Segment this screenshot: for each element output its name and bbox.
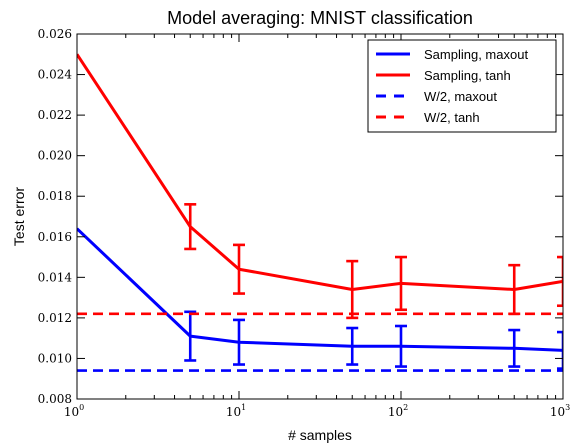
y-tick-label: 0.010 — [38, 351, 72, 365]
y-tick-label: 0.018 — [38, 189, 72, 203]
legend-label: Sampling, maxout — [424, 47, 528, 62]
legend-item: W/2, maxout — [376, 89, 497, 104]
legend-label: W/2, tanh — [424, 110, 480, 125]
legend-item: Sampling, tanh — [376, 68, 511, 83]
y-tick-label: 0.012 — [38, 311, 72, 325]
legend-label: Sampling, tanh — [424, 68, 511, 83]
x-tick-label: 101 — [226, 403, 246, 419]
error-bar — [184, 203, 197, 251]
x-axis: 100 101 102 103 — [64, 34, 570, 419]
error-bar — [346, 326, 359, 366]
y-tick-label: 0.014 — [38, 270, 73, 284]
series-1 — [77, 227, 563, 370]
x-tick-label: 102 — [388, 403, 408, 419]
legend-item: W/2, tanh — [376, 110, 480, 125]
y-tick-label: 0.022 — [38, 108, 72, 122]
error-bar — [508, 328, 521, 368]
legend: Sampling, maxout Sampling, tanh W/2, maxou… — [367, 39, 557, 133]
error-bar — [184, 310, 197, 362]
plot-frame — [76, 33, 564, 400]
y-tick-label: 0.008 — [38, 392, 72, 406]
y-tick-label: 0.024 — [38, 68, 73, 82]
error-bar — [557, 255, 563, 308]
error-bar — [233, 243, 245, 295]
y-tick-label: 0.016 — [38, 230, 72, 244]
chart-title: Model averaging: MNIST classification — [167, 8, 473, 28]
y-axis: 0.008 0.010 0.012 0.014 0.016 0.018 0.020 0.022… — [38, 27, 563, 406]
series-2 — [77, 53, 563, 320]
error-bar — [233, 318, 245, 366]
x-axis-label: # samples — [288, 427, 352, 443]
legend-item: Sampling, maxout — [376, 47, 528, 62]
error-bar — [557, 330, 563, 370]
error-bar — [395, 324, 407, 368]
x-tick-label: 100 — [64, 403, 84, 419]
error-bar — [395, 255, 407, 312]
y-tick-label: 0.020 — [38, 149, 72, 163]
error-bar — [346, 259, 359, 320]
x-tick-label: 103 — [550, 403, 570, 419]
y-tick-label: 0.026 — [38, 27, 72, 41]
plot-area — [77, 53, 563, 372]
legend-label: W/2, maxout — [424, 89, 497, 104]
y-axis-label: Test error — [11, 187, 27, 246]
